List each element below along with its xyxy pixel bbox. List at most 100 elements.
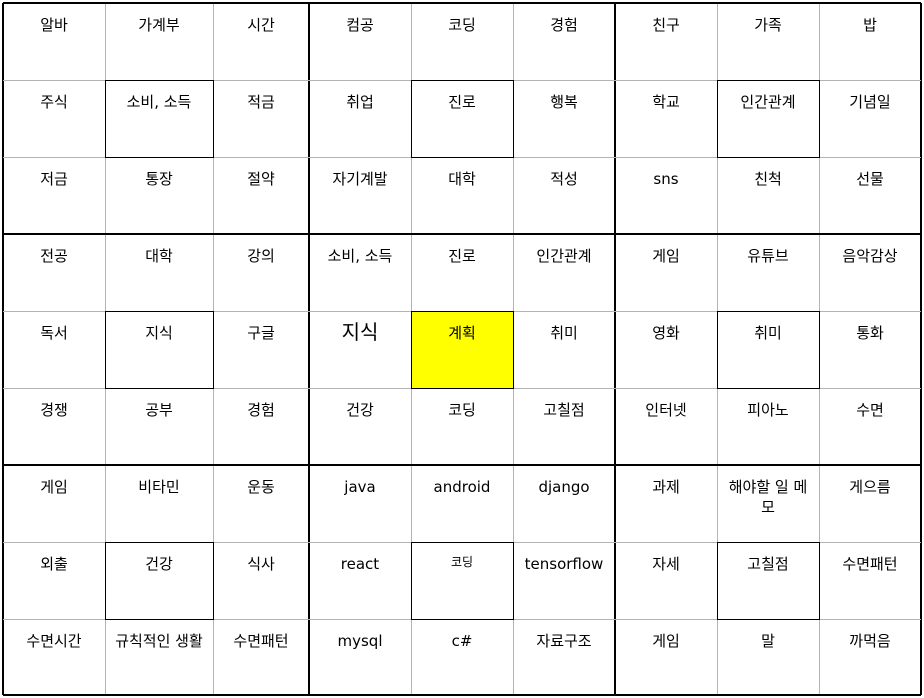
cell-text: 해야할 일 메모 [728, 478, 808, 516]
grid-horizontal-line [3, 2, 921, 4]
grid-cell: 경험 [213, 388, 309, 465]
grid-cell: c# [411, 619, 513, 695]
grid-cell: 가계부 [105, 3, 213, 80]
grid-cell: 저금 [3, 157, 105, 234]
grid-cell: 코딩 [411, 3, 513, 80]
grid-cell: 공부 [105, 388, 213, 465]
cell-text: 코딩 [448, 16, 476, 34]
grid-cell: 자세 [615, 542, 717, 619]
grid-cell: 선물 [819, 157, 921, 234]
cell-text: 독서 [40, 324, 68, 342]
grid-cell: 자기계발 [309, 157, 411, 234]
grid-cell: 친구 [615, 3, 717, 80]
grid-cell: 까먹음 [819, 619, 921, 695]
cell-text: 외출 [40, 555, 68, 573]
grid-cell: 진로 [411, 80, 513, 157]
grid-cell: 수면패턴 [819, 542, 921, 619]
cell-text: 코딩 [450, 555, 474, 569]
grid-cell: 취미 [717, 311, 819, 388]
cell-text: 말 [761, 632, 775, 650]
grid-vertical-line [308, 3, 310, 695]
cell-text: 비타민 [138, 478, 180, 496]
cell-text: 자료구조 [536, 632, 592, 650]
grid-cell: 가족 [717, 3, 819, 80]
cell-text: 건강 [346, 401, 374, 419]
cell-text: 대학 [145, 247, 173, 265]
block-center-outline [411, 542, 514, 620]
cell-text: 운동 [247, 478, 275, 496]
cell-text: 음악감상 [842, 247, 898, 265]
cell-text: 주식 [40, 93, 68, 111]
cell-text: 알바 [40, 16, 68, 34]
grid-cell: 지식 [309, 311, 411, 388]
cell-text: 가족 [754, 16, 782, 34]
grid-cell: django [513, 465, 615, 542]
grid-cell: 말 [717, 619, 819, 695]
cell-text: 수면패턴 [842, 555, 898, 573]
cell-text: 인간관계 [740, 93, 796, 111]
cell-text: 수면패턴 [233, 632, 289, 650]
grid-cell: 대학 [105, 234, 213, 311]
grid-cell: 절약 [213, 157, 309, 234]
grid-cell: 고칠점 [513, 388, 615, 465]
grid-cell: 자료구조 [513, 619, 615, 695]
cell-text: 통화 [856, 324, 884, 342]
grid-cell: 게임 [3, 465, 105, 542]
cell-text: 취미 [550, 324, 578, 342]
cell-text: 통장 [145, 170, 173, 188]
cell-text: java [344, 478, 376, 496]
grid-cell: 게으름 [819, 465, 921, 542]
grid-cell: 주식 [3, 80, 105, 157]
cell-text: 수면 [856, 401, 884, 419]
center-cell: 계획 [411, 311, 513, 388]
grid-cell: 인간관계 [717, 80, 819, 157]
grid-cell: 유튜브 [717, 234, 819, 311]
cell-text: 수면시간 [26, 632, 82, 650]
cell-text: 컴공 [346, 16, 374, 34]
cell-text: 구글 [247, 324, 275, 342]
cell-text: 시간 [247, 16, 275, 34]
grid-cell: 운동 [213, 465, 309, 542]
grid-cell: react [309, 542, 411, 619]
grid-cell: 코딩 [411, 388, 513, 465]
grid-cell: 기념일 [819, 80, 921, 157]
cell-text: sns [653, 170, 679, 188]
block-center-outline [411, 311, 514, 389]
block-center-outline [717, 311, 820, 389]
cell-text: 영화 [652, 324, 680, 342]
grid-cell: 통화 [819, 311, 921, 388]
cell-text: 진로 [448, 93, 476, 111]
grid-cell: 규칙적인 생활 [105, 619, 213, 695]
grid-cell: 대학 [411, 157, 513, 234]
cell-text: 지식 [145, 324, 173, 342]
cell-text: 취미 [754, 324, 782, 342]
grid-cell: 해야할 일 메모 [717, 465, 819, 542]
cell-text: 식사 [247, 555, 275, 573]
grid-cell: 소비, 소득 [309, 234, 411, 311]
grid-cell: 영화 [615, 311, 717, 388]
cell-text: android [433, 478, 491, 496]
grid-horizontal-line [3, 233, 921, 235]
grid-cell: 소비, 소득 [105, 80, 213, 157]
grid-cell: 행복 [513, 80, 615, 157]
grid-cell: 지식 [105, 311, 213, 388]
cell-text: 소비, 소득 [327, 247, 393, 265]
cell-text: 게임 [652, 632, 680, 650]
cell-text: 기념일 [849, 93, 891, 111]
cell-text: 진로 [448, 247, 476, 265]
cell-text: 고칠점 [747, 555, 789, 573]
grid-cell: 코딩 [411, 542, 513, 619]
grid-cell: 구글 [213, 311, 309, 388]
cell-text: 경험 [247, 401, 275, 419]
cell-text: 대학 [448, 170, 476, 188]
grid-cell: 통장 [105, 157, 213, 234]
cell-text: 자기계발 [332, 170, 388, 188]
grid-cell: 외출 [3, 542, 105, 619]
cell-text: 선물 [856, 170, 884, 188]
grid-cell: 인터넷 [615, 388, 717, 465]
grid-cell: android [411, 465, 513, 542]
grid-cell: 경쟁 [3, 388, 105, 465]
grid-cell: 강의 [213, 234, 309, 311]
cell-text: 게임 [652, 247, 680, 265]
